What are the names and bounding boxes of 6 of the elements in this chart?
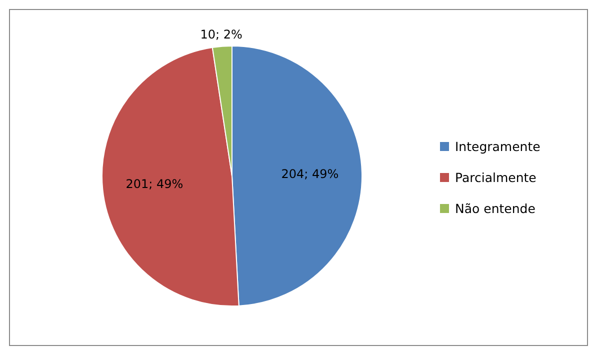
legend-label: Parcialmente (455, 170, 537, 185)
legend-label: Integramente (455, 139, 541, 154)
legend-label: Não entende (455, 201, 536, 216)
data-label: 204; 49% (281, 166, 339, 181)
data-label: 201; 49% (126, 176, 184, 191)
data-label: 10; 2% (200, 27, 242, 42)
